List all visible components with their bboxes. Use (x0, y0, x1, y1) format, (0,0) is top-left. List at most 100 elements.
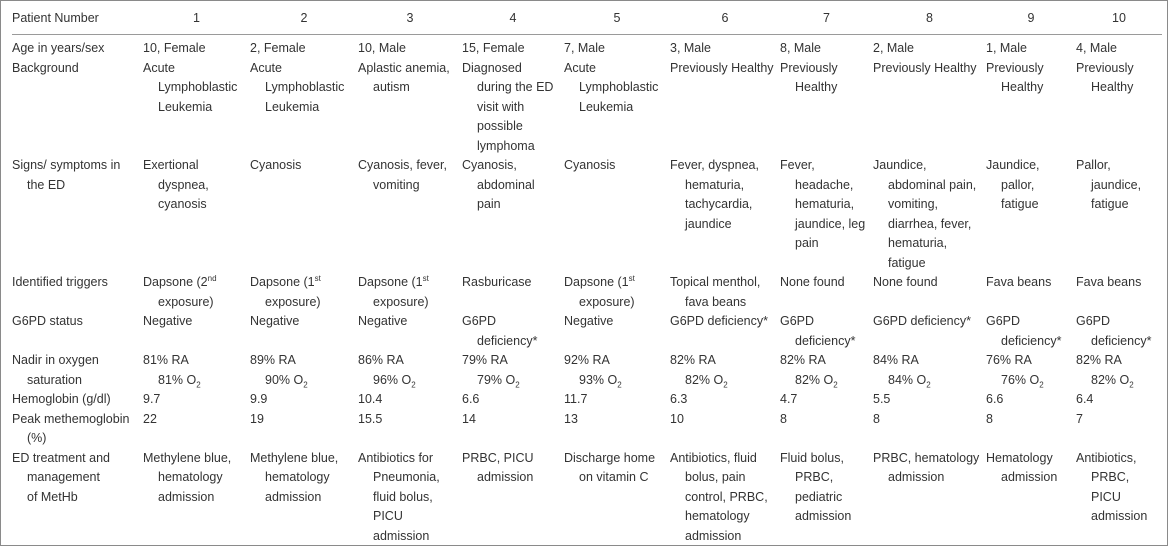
table-cell: 89% RA 90% O2 (250, 351, 358, 390)
cell-line: Previously (986, 60, 1044, 75)
header-cell: 2 (250, 1, 358, 35)
cell-line: visit with (477, 99, 525, 114)
cell-line: 10, Male (358, 41, 406, 55)
cell-line: abdominal pain, (888, 177, 977, 192)
cell-line: Negative (564, 314, 614, 328)
subscript: 2 (833, 380, 838, 389)
table-cell: Previously Healthy (670, 59, 780, 157)
table-cell: PRBC, hematology admission (873, 449, 986, 546)
superscript: nd (207, 273, 217, 283)
cell-line: 10.4 (358, 392, 383, 406)
row-label: ED treatment and management of MetHb (12, 449, 143, 546)
cell-line: Exertional (143, 158, 199, 172)
table-cell: Previously Healthy (1076, 59, 1162, 157)
cell-line: G6PD deficiency* (873, 314, 971, 328)
table-cell: 8 (780, 410, 873, 449)
cell-line: deficiency* (1091, 333, 1152, 348)
header-cell: 7 (780, 1, 873, 35)
superscript: st (422, 273, 429, 283)
table-cell: 3, Male (670, 35, 780, 59)
table-cell: Antibiotics, fluid bolus, pain control, PR… (670, 449, 780, 546)
table-cell: Methylene blue, hematology admission (143, 449, 250, 546)
header-cell: 9 (986, 1, 1076, 35)
table-row: Peak methemoglobin (%) 22 19 15.5 14 13 10 8 8 8 7 (12, 410, 1162, 449)
table-cell: Acute Lymphoblastic Leukemia (250, 59, 358, 157)
table-cell: 76% RA 76% O2 (986, 351, 1076, 390)
cell-line: Age in years/sex (12, 41, 105, 55)
table-cell: 9.7 (143, 390, 250, 410)
table-cell: Dapsone (1st exposure) (564, 273, 670, 312)
cell-line: jaundice, (1091, 177, 1142, 192)
table-cell: Exertional dyspnea, cyanosis (143, 156, 250, 273)
table-cell: Discharge home on vitamin C (564, 449, 670, 546)
table-cell: None found (873, 273, 986, 312)
subscript: 2 (303, 380, 308, 389)
cell-line: Healthy (795, 80, 838, 94)
table-cell: 4.7 (780, 390, 873, 410)
cell-line: Leukemia (265, 99, 320, 114)
table-cell: 6.3 (670, 390, 780, 410)
table-cell: 6.6 (462, 390, 564, 410)
table-cell: Fava beans (1076, 273, 1162, 312)
table-cell: 5.5 (873, 390, 986, 410)
cell-line: dyspnea, (158, 177, 209, 192)
cell-line: 79% RA (462, 353, 508, 367)
table-cell: Dapsone (1st exposure) (358, 273, 462, 312)
cell-line: 81% O2 (143, 371, 250, 391)
cell-line: during the ED (477, 80, 554, 94)
cell-line: 82% RA (670, 353, 716, 367)
subscript: 2 (1129, 380, 1134, 389)
cell-line: 13 (564, 411, 578, 426)
table-cell: 11.7 (564, 390, 670, 410)
cell-line: admission (1091, 509, 1148, 523)
text-run: 76% O (1001, 372, 1040, 387)
table-cell: Aplastic anemia, autism (358, 59, 462, 157)
cell-line: fatigue (1091, 197, 1129, 211)
cell-line: 79% O2 (462, 371, 564, 391)
table-cell: G6PD deficiency* (986, 312, 1076, 351)
cell-line: 14 (462, 411, 476, 426)
cell-line: G6PD (780, 314, 815, 328)
text-run: 90% O (265, 372, 304, 387)
table-cell: 82% RA 82% O2 (780, 351, 873, 390)
cell-line: pediatric (795, 489, 843, 504)
cell-line: Lymphoblastic (265, 80, 345, 94)
cell-line: 2, Male (873, 41, 914, 55)
cell-line: Cyanosis (250, 158, 302, 172)
cell-line: Acute (143, 60, 175, 75)
subscript: 2 (926, 380, 931, 389)
cell-line: 82% O2 (670, 371, 780, 391)
cell-line: 8 (780, 411, 787, 426)
cell-line: Antibiotics for (358, 450, 434, 465)
cell-line: fluid bolus, (373, 489, 433, 504)
cell-line: 22 (143, 411, 157, 426)
table-row: Hemoglobin (g/dl) 9.7 9.9 10.4 6.6 11.7 6.3 4.7… (12, 390, 1162, 410)
cell-line: hematuria, (685, 177, 745, 192)
cell-line: Pneumonia, (373, 470, 440, 484)
cell-line: Dapsone (1st (564, 273, 670, 293)
cell-line: PICU (1091, 489, 1121, 504)
cell-line: admission (795, 509, 852, 523)
cell-line: Methylene blue, (250, 450, 339, 465)
cell-line: Signs/ symptoms in (12, 158, 121, 172)
row-label: Nadir in oxygen saturation (12, 351, 143, 390)
cell-line: admission (265, 489, 322, 504)
cell-line: admission (158, 489, 215, 504)
cell-line: admission (685, 528, 742, 543)
cell-line: management (27, 470, 100, 484)
table-cell: Acute Lymphoblastic Leukemia (564, 59, 670, 157)
text-run: 82% O (795, 372, 834, 387)
table-row: G6PD status Negative Negative Negative G6PD d… (12, 312, 1162, 351)
table-cell: Jaundice, abdominal pain, vomiting, diarrhe… (873, 156, 986, 273)
table-cell: Fever, headache, hematuria, jaundice, leg pa… (780, 156, 873, 273)
table-cell: 10, Female (143, 35, 250, 59)
table-row: Nadir in oxygen saturation 81% RA 81% O2 89%… (12, 351, 1162, 390)
cell-line: 15, Female (462, 41, 525, 55)
cell-line: bolus, pain (685, 470, 746, 484)
cell-line: exposure) (579, 294, 635, 309)
cell-line: 9.9 (250, 392, 268, 406)
table-cell: None found (780, 273, 873, 312)
cell-line: (%) (27, 431, 47, 445)
cell-line: pallor, (1001, 177, 1035, 192)
cell-line: deficiency* (1001, 333, 1062, 348)
